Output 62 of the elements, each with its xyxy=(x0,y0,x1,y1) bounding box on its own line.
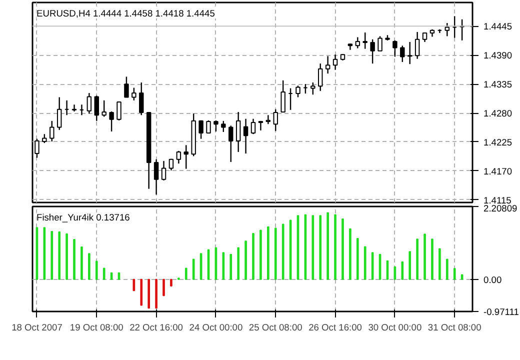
candlestick xyxy=(296,85,300,98)
y-tick-label: 1.4225 xyxy=(484,137,512,148)
candlestick xyxy=(206,120,211,134)
y-tick-label: 0.00 xyxy=(484,274,502,285)
candlestick xyxy=(250,118,256,135)
candlestick xyxy=(198,120,204,140)
candlestick xyxy=(400,45,405,63)
candlestick xyxy=(325,56,330,74)
text: Fisher_Yur4ik 0.13716 xyxy=(36,212,130,222)
candlestick xyxy=(280,80,286,113)
candlestick xyxy=(444,22,450,37)
candlestick xyxy=(392,40,398,58)
x-tick-label: 18 Oct 2007 xyxy=(12,322,62,332)
y-tick-label: 2.20809 xyxy=(484,204,518,214)
candlestick xyxy=(273,108,278,132)
candlestick xyxy=(161,160,166,181)
candlestick xyxy=(50,120,54,142)
candlestick xyxy=(116,100,122,121)
candlestick xyxy=(266,114,271,125)
candlestick xyxy=(310,82,316,96)
x-tick-label: 31 Oct 08:00 xyxy=(428,322,482,332)
candlestick xyxy=(407,41,412,65)
candlestick xyxy=(228,125,234,163)
candlestick xyxy=(214,120,218,132)
candlestick xyxy=(109,110,114,132)
x-tick-label: 26 Oct 16:00 xyxy=(308,322,362,332)
y-tick-label: 1.4115 xyxy=(484,195,512,206)
candlestick xyxy=(72,104,77,112)
y-tick-label: 1.4280 xyxy=(484,108,512,119)
candlestick xyxy=(378,36,382,52)
text: EURUSD,H4 1.4444 1.4458 1.4418 1.4445 xyxy=(36,8,215,18)
candlestick xyxy=(132,87,136,101)
candlestick xyxy=(124,76,129,98)
candlestick xyxy=(184,144,188,170)
ref-line-label: 1.4445 xyxy=(484,22,512,32)
y-tick-label: 1.4170 xyxy=(484,166,512,176)
candlestick xyxy=(422,32,428,43)
y-tick-label: 1.4335 xyxy=(484,80,512,90)
y-tick-label: -0.97111 xyxy=(484,307,519,317)
candlestick xyxy=(221,120,226,133)
candlestick xyxy=(56,96,62,130)
candlestick xyxy=(414,31,420,60)
candlestick xyxy=(154,158,159,196)
candlestick xyxy=(236,111,241,153)
candlestick xyxy=(139,82,144,116)
x-tick-label: 19 Oct 08:00 xyxy=(70,322,124,332)
candlestick xyxy=(362,32,368,50)
candlestick xyxy=(243,118,248,154)
x-tick-label: 22 Oct 16:00 xyxy=(130,322,184,332)
candlestick xyxy=(102,100,106,118)
candlestick xyxy=(370,38,375,64)
y-tick-label: 1.4390 xyxy=(484,50,512,61)
candlestick xyxy=(176,150,182,164)
x-tick-label: 25 Oct 08:00 xyxy=(248,322,302,332)
candlestick xyxy=(34,138,40,158)
candlestick xyxy=(94,95,99,122)
x-tick-label: 30 Oct 00:00 xyxy=(368,322,422,332)
candlestick xyxy=(355,36,360,49)
candlestick xyxy=(332,54,338,70)
candlestick xyxy=(86,92,92,114)
candlestick xyxy=(318,62,323,92)
x-tick-label: 24 Oct 00:00 xyxy=(189,322,243,332)
